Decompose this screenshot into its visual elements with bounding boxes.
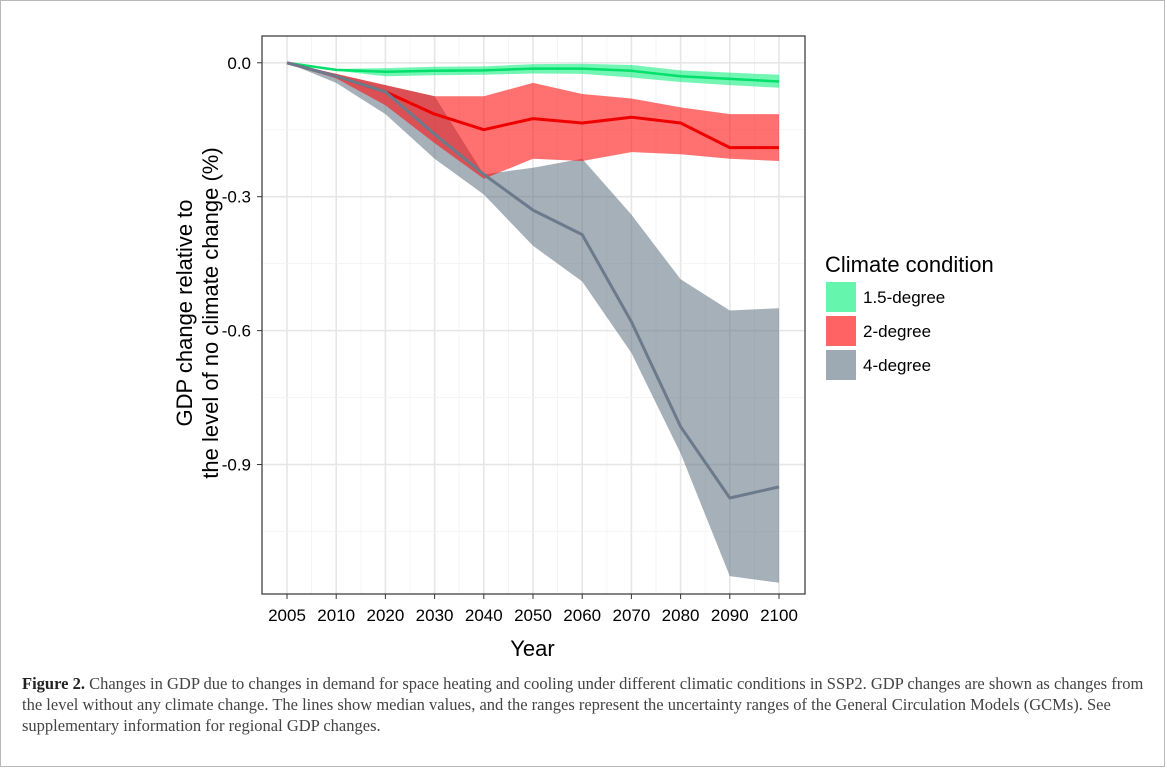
legend-key-2-degree [826,316,856,346]
figure-caption: Figure 2. Changes in GDP due to changes … [22,673,1147,736]
x-tick-label: 2070 [612,606,650,625]
legend-label-1.5-degree: 1.5-degree [863,288,945,307]
y-axis-title-line-2: the level of no climate change (%) [198,147,223,478]
median-line-4-degree [286,61,780,500]
x-axis: 2005 2010 2020 2030 2040 2050 2060 2070 2080 2090… [268,594,798,625]
x-tick-label: 2080 [662,606,700,625]
x-tick-label: 2060 [563,606,601,625]
legend-label-4-degree: 4-degree [863,356,931,375]
y-axis-title: GDP change relative to the level of no c… [172,147,223,478]
band-4-degree [287,62,779,583]
y-axis: 0.0 -0.3 -0.6 -0.9 [222,54,262,475]
legend: Climate condition 1.5-degree 2-degree 4-de… [825,252,994,380]
x-tick-label: 2100 [760,606,798,625]
figure-label: Figure 2. [22,674,85,693]
median-lines [286,61,780,500]
caption-text: Changes in GDP due to changes in demand … [22,674,1144,735]
legend-key-1.5-degree [826,282,856,312]
y-axis-title-line-1: GDP change relative to [172,199,197,426]
median-line-1.5-degree [286,61,780,83]
x-axis-title: Year [510,636,554,661]
legend-title: Climate condition [825,252,994,277]
x-tick-label: 2050 [514,606,552,625]
y-tick-label: -0.3 [222,188,251,207]
y-tick-label: 0.0 [227,54,251,73]
uncertainty-bands [287,62,779,583]
x-tick-label: 2040 [465,606,503,625]
legend-key-4-degree [826,350,856,380]
legend-label-2-degree: 2-degree [863,322,931,341]
x-tick-label: 2010 [317,606,355,625]
x-tick-label: 2020 [366,606,404,625]
x-tick-label: 2005 [268,606,306,625]
band-2-degree [287,62,779,179]
y-tick-label: -0.6 [222,322,251,341]
x-tick-label: 2090 [711,606,749,625]
y-tick-label: -0.9 [222,456,251,475]
x-tick-label: 2030 [416,606,454,625]
band-1.5-degree [287,62,779,88]
